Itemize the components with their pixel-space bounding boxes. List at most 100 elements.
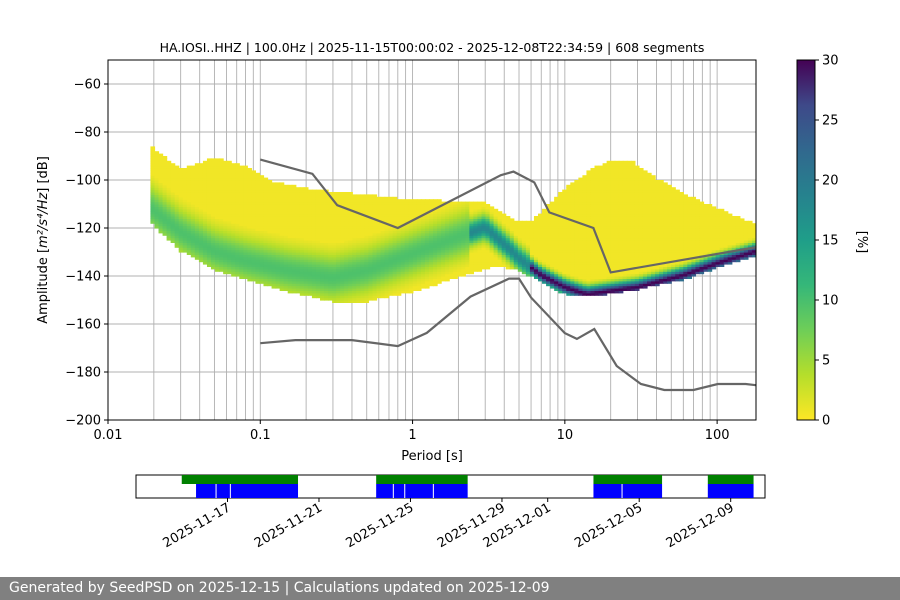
psd-density-cell	[194, 211, 200, 215]
psd-density-cell	[469, 213, 475, 217]
psd-density-cell	[582, 204, 588, 207]
psd-density-cell	[396, 261, 402, 265]
psd-density-cell	[501, 220, 507, 224]
psd-density-cell	[554, 252, 559, 255]
psd-density-cell	[513, 261, 519, 265]
psd-density-cell	[336, 264, 341, 267]
psd-density-cell	[529, 249, 535, 253]
psd-density-cell	[287, 194, 293, 198]
psd-density-cell	[457, 201, 462, 205]
psd-density-cell	[441, 276, 446, 279]
psd-density-cell	[602, 204, 608, 207]
psd-density-cell	[634, 189, 640, 193]
psd-density-cell	[336, 292, 341, 296]
psd-density-cell	[465, 213, 470, 217]
psd-density-cell	[239, 168, 244, 171]
psd-density-cell	[441, 208, 446, 212]
psd-density-cell	[420, 201, 426, 205]
psd-density-cell	[546, 223, 551, 227]
psd-density-cell	[211, 252, 216, 255]
psd-density-cell	[433, 235, 438, 239]
psd-density-cell	[320, 235, 325, 239]
psd-density-cell	[489, 254, 495, 258]
psd-density-cell	[465, 242, 470, 246]
psd-density-cell	[529, 256, 535, 260]
psd-density-cell	[582, 187, 588, 191]
psd-density-cell	[223, 220, 228, 224]
psd-density-cell	[219, 218, 224, 222]
psd-density-cell	[303, 247, 309, 251]
psd-density-cell	[251, 261, 257, 265]
psd-density-cell	[457, 206, 462, 210]
psd-density-cell	[441, 240, 446, 243]
psd-density-cell	[231, 271, 236, 275]
psd-density-cell	[638, 216, 644, 219]
psd-density-cell	[602, 216, 608, 219]
psd-density-cell	[622, 240, 628, 243]
psd-density-cell	[223, 163, 228, 167]
psd-density-cell	[223, 268, 228, 272]
psd-density-cell	[380, 290, 386, 294]
psd-density-cell	[202, 177, 208, 181]
psd-density-cell	[485, 206, 491, 210]
psd-density-cell	[562, 230, 567, 234]
psd-density-cell	[211, 256, 216, 260]
psd-density-cell	[562, 249, 567, 253]
psd-density-cell	[206, 252, 212, 255]
psd-density-cell	[215, 175, 220, 179]
psd-density-cell	[352, 223, 357, 227]
psd-density-cell	[174, 189, 180, 193]
psd-density-cell	[259, 211, 265, 215]
psd-density-cell	[170, 199, 176, 203]
psd-density-cell	[449, 252, 454, 255]
psd-density-cell	[376, 285, 382, 289]
psd-density-cell	[299, 247, 305, 251]
psd-density-cell	[602, 292, 608, 296]
psd-density-cell	[408, 273, 414, 277]
psd-density-cell	[380, 247, 386, 251]
psd-density-cell	[215, 249, 220, 253]
psd-density-cell	[170, 175, 176, 179]
psd-density-cell	[626, 228, 632, 231]
psd-density-cell	[307, 264, 313, 267]
psd-density-cell	[481, 230, 487, 234]
psd-density-cell	[332, 288, 337, 291]
psd-density-cell	[546, 220, 551, 224]
psd-density-cell	[630, 170, 636, 174]
psd-density-cell	[158, 220, 164, 224]
psd-density-cell	[223, 237, 228, 241]
psd-density-cell	[352, 225, 357, 229]
psd-density-cell	[239, 206, 244, 210]
psd-density-cell	[562, 220, 567, 224]
psd-density-cell	[461, 201, 466, 205]
psd-density-cell	[202, 252, 208, 255]
psd-density-cell	[489, 249, 495, 253]
psd-density-cell	[287, 249, 293, 253]
psd-density-cell	[178, 230, 184, 234]
psd-density-cell	[634, 175, 640, 179]
psd-density-cell	[388, 254, 394, 258]
psd-density-cell	[340, 220, 345, 224]
psd-density-cell	[582, 240, 588, 243]
psd-density-cell	[388, 211, 394, 215]
psd-density-cell	[178, 208, 184, 212]
psd-density-cell	[630, 268, 636, 272]
psd-density-cell	[590, 204, 596, 207]
psd-density-cell	[594, 184, 600, 188]
psd-density-cell	[614, 170, 620, 174]
psd-density-cell	[243, 180, 248, 183]
psd-density-cell	[562, 259, 567, 263]
psd-density-cell	[243, 216, 248, 219]
psd-density-cell	[437, 276, 442, 279]
psd-density-cell	[299, 244, 305, 248]
psd-density-cell	[533, 228, 539, 231]
psd-density-cell	[364, 300, 370, 303]
psd-density-cell	[352, 206, 357, 210]
psd-density-cell	[538, 232, 543, 236]
psd-density-cell	[574, 288, 579, 291]
psd-density-cell	[566, 276, 571, 279]
psd-density-cell	[630, 244, 636, 248]
psd-density-cell	[223, 223, 228, 227]
psd-density-cell	[493, 225, 499, 229]
psd-density-cell	[283, 192, 289, 195]
